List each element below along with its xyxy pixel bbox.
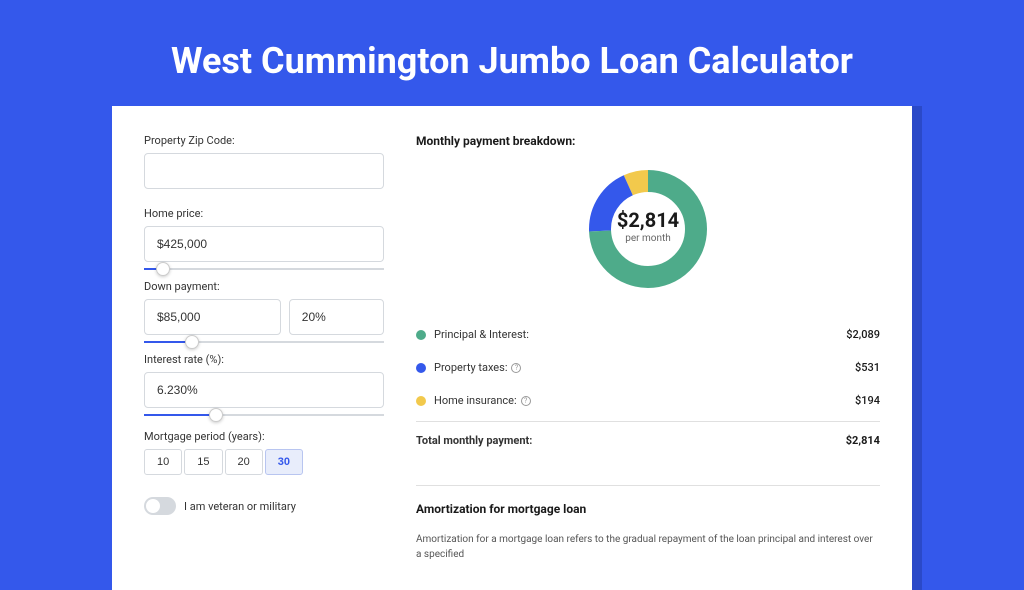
down-payment-label: Down payment: [144,280,384,293]
total-label: Total monthly payment: [416,434,532,447]
period-group: Mortgage period (years): 10152030 [144,430,384,475]
info-icon[interactable]: ? [511,363,521,373]
breakdown-value: $194 [855,394,880,407]
home-price-label: Home price: [144,207,384,220]
legend-dot [416,363,426,373]
breakdown-title: Monthly payment breakdown: [416,134,880,148]
legend-dot [416,330,426,340]
total-value: $2,814 [846,434,880,447]
period-btn-30[interactable]: 30 [265,449,303,475]
veteran-toggle-row: I am veteran or military [144,497,384,515]
home-price-input[interactable] [144,226,384,262]
page-title: West Cummington Jumbo Loan Calculator [0,0,1024,106]
interest-group: Interest rate (%): [144,353,384,408]
home-price-group: Home price: [144,207,384,262]
interest-input[interactable] [144,372,384,408]
down-payment-group: Down payment: [144,280,384,335]
amortization-title: Amortization for mortgage loan [416,502,880,516]
down-payment-percent-input[interactable] [289,299,384,335]
interest-slider[interactable] [144,414,384,416]
period-btn-15[interactable]: 15 [184,449,222,475]
amortization-text: Amortization for a mortgage loan refers … [416,532,880,562]
down-payment-amount-input[interactable] [144,299,281,335]
form-panel: Property Zip Code: Home price: Down paym… [144,134,384,562]
zip-group: Property Zip Code: [144,134,384,189]
zip-label: Property Zip Code: [144,134,384,147]
total-row: Total monthly payment: $2,814 [416,421,880,457]
breakdown-value: $531 [855,361,880,374]
breakdown-row: Principal & Interest: $2,089 [416,318,880,351]
down-payment-slider[interactable] [144,341,384,343]
period-btn-10[interactable]: 10 [144,449,182,475]
calculator-card: Property Zip Code: Home price: Down paym… [112,106,912,590]
toggle-knob [146,499,160,513]
period-btn-20[interactable]: 20 [225,449,263,475]
veteran-toggle[interactable] [144,497,176,515]
zip-input[interactable] [144,153,384,189]
donut-sub: per month [625,233,671,244]
period-buttons: 10152030 [144,449,384,475]
breakdown-label: Principal & Interest: [434,328,529,341]
breakdown-value: $2,089 [846,328,880,341]
breakdown-row: Home insurance:? $194 [416,384,880,417]
breakdown-row: Property taxes:? $531 [416,351,880,384]
info-icon[interactable]: ? [521,396,531,406]
veteran-label: I am veteran or military [184,500,296,513]
legend-dot [416,396,426,406]
breakdown-label: Property taxes:? [434,361,521,374]
donut-chart: $2,814 per month [416,164,880,294]
breakdown-label: Home insurance:? [434,394,531,407]
amortization-section: Amortization for mortgage loan Amortizat… [416,485,880,562]
home-price-slider[interactable] [144,268,384,270]
period-label: Mortgage period (years): [144,430,384,443]
interest-label: Interest rate (%): [144,353,384,366]
breakdown-panel: Monthly payment breakdown: $2,814 per mo… [416,134,880,562]
donut-amount: $2,814 [617,208,679,232]
